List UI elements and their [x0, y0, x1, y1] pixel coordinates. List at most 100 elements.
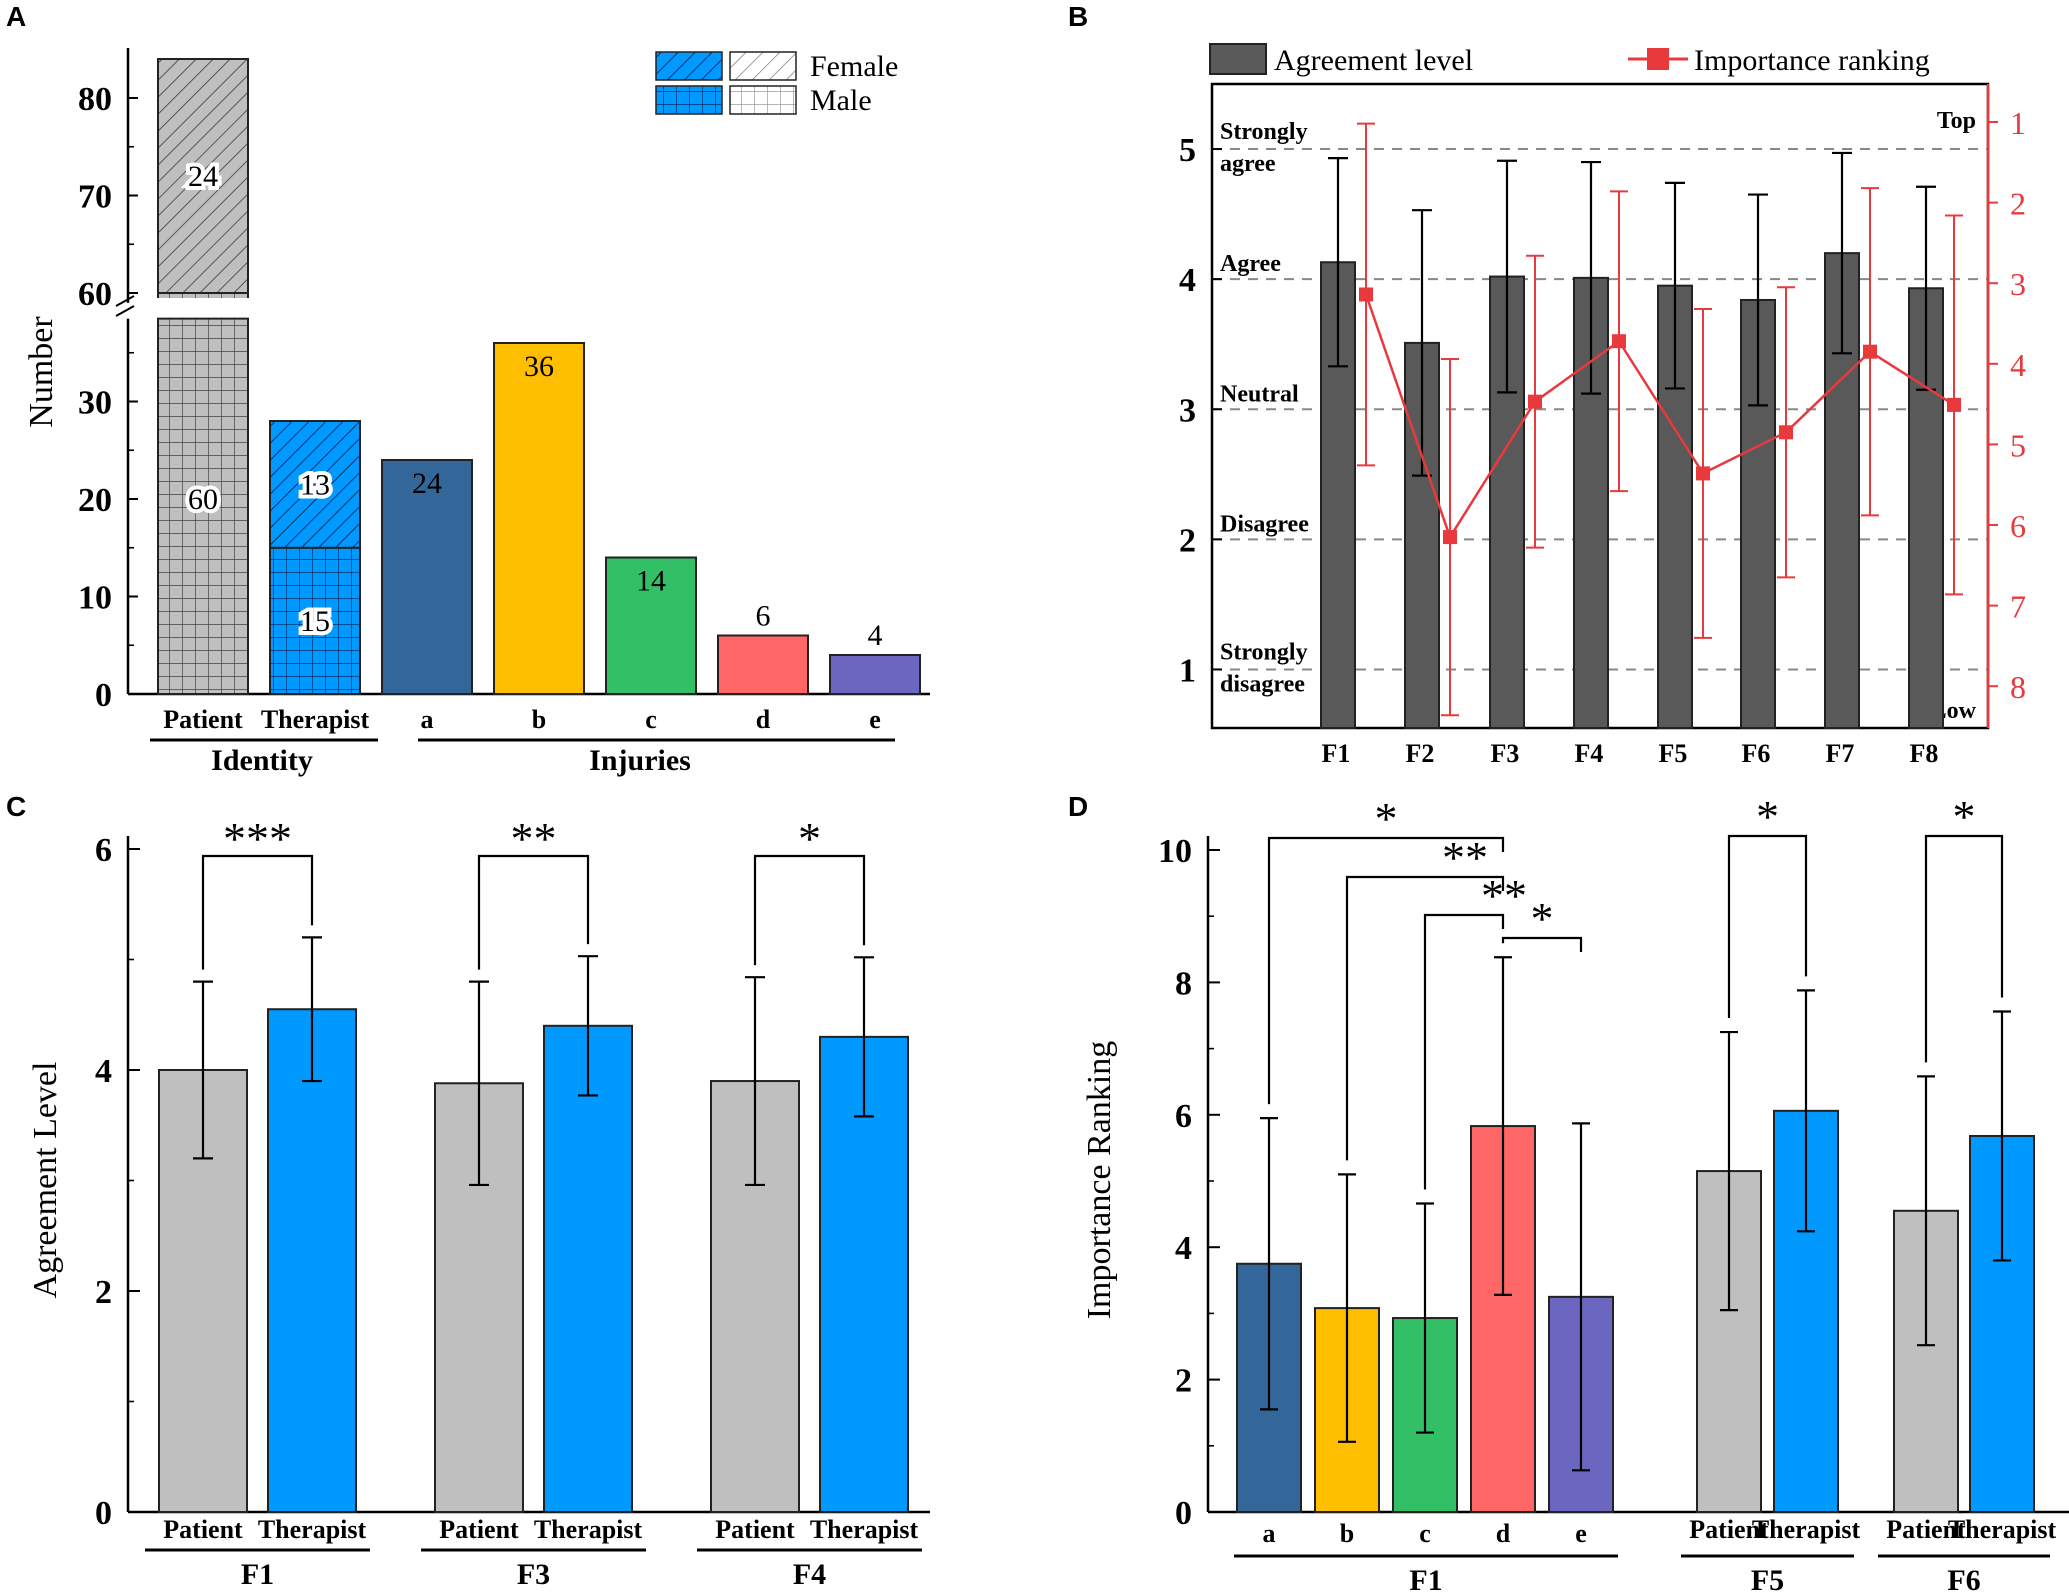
c-f1-group-label: F1: [241, 1558, 274, 1591]
d-f5-therapist-error-bar: [1797, 989, 1815, 1233]
b-x-label-f3: F3: [1491, 739, 1520, 768]
d-f1-group-label: F1: [1409, 1564, 1442, 1596]
b-legend-swatch-agreement: [1209, 43, 1267, 75]
c-f4-patient-label: Patient: [715, 1515, 795, 1544]
d-f6-sig-bracket: [1924, 834, 2004, 1063]
c-f3-therapist-error-bar: [578, 955, 598, 1097]
b-y-tick-label-1: 1: [1179, 652, 1196, 689]
a-group-label-injuries: Injuries: [589, 744, 691, 777]
b-x-label-f8: F8: [1910, 739, 1939, 768]
b-x-label-f5: F5: [1659, 739, 1688, 768]
a-axis-break-mark-2: [115, 305, 135, 317]
d-y-tick-label-10: 10: [1158, 833, 1192, 870]
b-error-bar-f7: [1832, 151, 1852, 355]
b-error-bar-f1: [1328, 157, 1348, 368]
a-y-tick-label-20: 20: [78, 482, 112, 519]
b-y2-tick-label-3: 3: [2010, 266, 2026, 302]
c-y-tick-label-0: 0: [95, 1495, 112, 1532]
d-y-tick-label-0: 0: [1175, 1495, 1192, 1532]
b-level-label-1: Strongly: [1220, 639, 1308, 665]
d-f1-label-d: d: [1496, 1519, 1511, 1548]
a-legend-swatch-male-grey: [729, 85, 797, 115]
a-x-label-c: c: [645, 705, 657, 734]
b-y-tick-label-5: 5: [1179, 132, 1196, 169]
b-x-label-f6: F6: [1742, 739, 1771, 768]
c-f3-group-label: F3: [517, 1558, 550, 1591]
c-f4-therapist-label: Therapist: [810, 1515, 919, 1544]
a-bar-c: [605, 556, 697, 695]
c-f1-patient-error-bar: [193, 980, 213, 1160]
d-f6-patient-label: Patient: [1886, 1515, 1966, 1544]
a-bar-b: [493, 342, 585, 695]
c-f3-therapist-label: Therapist: [534, 1515, 643, 1544]
d-f5-patient-label: Patient: [1689, 1515, 1769, 1544]
d-f6-group-label: F6: [1947, 1564, 1980, 1596]
c-y-tick-label-6: 6: [95, 832, 112, 869]
b-y-tick-label-2: 2: [1179, 522, 1196, 559]
d-f6-therapist-label: Therapist: [1948, 1515, 2057, 1544]
c-f1-sig-stars: ***: [223, 813, 292, 864]
c-y-tick-label-4: 4: [95, 1053, 112, 1090]
c-f1-therapist-bar: [267, 1008, 357, 1513]
c-f4-sig-bracket: [753, 854, 866, 966]
d-f6-patient-error-bar: [1917, 1075, 1935, 1347]
b-ranking-point-f8: [1947, 397, 1961, 412]
d-sig-b-d-bracket: [1345, 875, 1505, 1161]
a-x-label-d: d: [756, 705, 771, 734]
b-ranking-point-f7: [1863, 344, 1877, 359]
d-f1-error-bar-a: [1260, 1117, 1278, 1411]
a-bar-label-therapist-female: 13: [300, 468, 330, 501]
panel-label-b: B: [1068, 1, 1088, 32]
a-y-tick-label-10: 10: [78, 580, 112, 617]
panel-a-chart: 0 10 20 30 60 70 80 Number 60 24 15 13 24 36 14 6 4 Patie…: [23, 48, 930, 777]
a-y-tick-label-70: 70: [78, 179, 112, 216]
d-sig-a-d-bracket: [1267, 836, 1505, 1105]
b-level-label-4: Agree: [1220, 251, 1281, 277]
c-f3-patient-label: Patient: [439, 1515, 519, 1544]
c-f1-patient-label: Patient: [163, 1515, 243, 1544]
a-y-tick-label-60: 60: [78, 276, 112, 313]
b-error-bar-f6: [1748, 193, 1768, 407]
d-sig-b-d-stars: **: [1442, 832, 1488, 883]
c-f4-sig-stars: *: [798, 813, 821, 864]
b-y2-tick-label-7: 7: [2010, 589, 2026, 625]
b-level-label-1-line2: disagree: [1220, 671, 1305, 697]
a-axis-break-mark-1: [115, 295, 135, 307]
a-bar-patient-female: [157, 58, 249, 294]
a-y-tick-label-80: 80: [78, 81, 112, 118]
panel-label-d: D: [1068, 791, 1088, 822]
a-bar-label-b: 36: [524, 350, 554, 383]
d-f6-therapist-error-bar: [1993, 1010, 2011, 1262]
c-f4-patient-error-bar: [745, 976, 765, 1187]
a-bar-patient-male: [157, 317, 249, 695]
a-legend-label-female: Female: [810, 50, 898, 83]
c-y-axis-label: Agreement Level: [27, 1062, 64, 1299]
d-y-tick-label-8: 8: [1175, 965, 1192, 1002]
a-bar-label-c: 14: [636, 565, 666, 598]
b-x-label-f2: F2: [1406, 739, 1435, 768]
b-error-bar-f3: [1497, 159, 1517, 394]
a-x-label-therapist: Therapist: [261, 705, 370, 734]
c-f1-therapist-error-bar: [302, 936, 322, 1083]
b-ranking-point-f2: [1443, 530, 1457, 545]
d-sig-c-d-stars: **: [1481, 870, 1527, 921]
b-ranking-line: [1364, 294, 1955, 540]
b-y2-tick-label-4: 4: [2010, 347, 2026, 383]
b-ranking-point-f6: [1779, 425, 1793, 440]
panel-label-c: C: [6, 791, 26, 822]
b-level-label-5-line2: agree: [1220, 151, 1276, 177]
a-y-tick-label-30: 30: [78, 385, 112, 422]
a-group-label-identity: Identity: [211, 744, 313, 777]
a-bar-label-therapist-male: 15: [300, 605, 330, 638]
c-f4-therapist-error-bar: [854, 956, 874, 1118]
a-y-tick-label-0: 0: [95, 677, 112, 714]
c-f1-sig-bracket: [201, 854, 314, 970]
a-x-label-a: a: [421, 705, 434, 734]
c-f1-therapist-label: Therapist: [258, 1515, 367, 1544]
d-y-tick-label-6: 6: [1175, 1098, 1192, 1135]
d-f5-therapist-label: Therapist: [1752, 1515, 1861, 1544]
d-f1-error-bar-c: [1416, 1202, 1434, 1434]
a-bar-label-patient-female: 24: [188, 160, 218, 193]
